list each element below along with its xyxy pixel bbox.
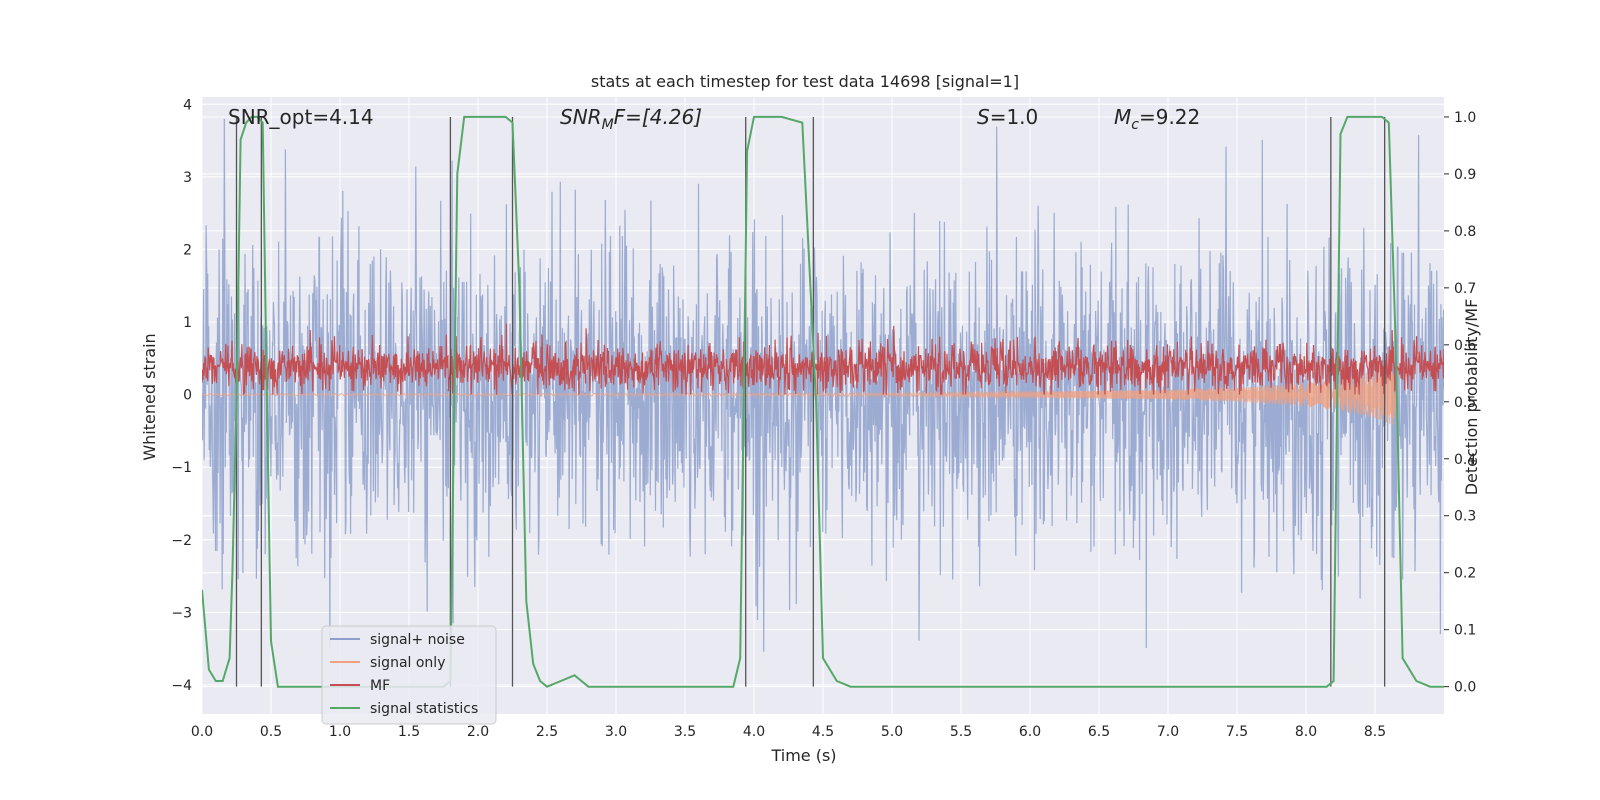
y2-tick-label: 0.5 xyxy=(1454,395,1476,411)
x-tick-label: 5.0 xyxy=(881,724,903,740)
x-axis-label: Time (s) xyxy=(770,746,836,765)
series-signal-only xyxy=(202,364,1397,425)
y2-axis: 1.0 0.9 0.8 0.7 0.6 0.5 0.4 0.3 0.2 0.1 0.0 xyxy=(1444,110,1476,696)
x-tick-label: 4.5 xyxy=(812,724,834,740)
y2-tick-label: 0.0 xyxy=(1454,680,1476,696)
x-tick-label: 7.5 xyxy=(1226,724,1248,740)
x-tick-label: 5.5 xyxy=(950,724,972,740)
x-tick-label: 6.5 xyxy=(1088,724,1110,740)
x-tick-label: 0.0 xyxy=(191,724,213,740)
legend-label-signal-noise: signal+ noise xyxy=(370,632,465,648)
series-mf xyxy=(202,323,1444,395)
y-tick-label: −1 xyxy=(171,460,192,476)
x-tick-label: 7.0 xyxy=(1157,724,1179,740)
x-tick-label: 8.5 xyxy=(1364,724,1386,740)
annotation-s-main: S xyxy=(977,105,990,129)
y-tick-label: 1 xyxy=(183,315,192,331)
y2-axis-label: Detection probability/MF xyxy=(1462,299,1481,496)
chart-title: stats at each timestep for test data 146… xyxy=(591,72,1019,91)
series-signal-statistics xyxy=(202,115,1444,688)
y-tick-label: 4 xyxy=(183,97,192,113)
x-tick-label: 4.0 xyxy=(743,724,765,740)
plot-content xyxy=(202,115,1444,688)
y-tick-label: −2 xyxy=(171,533,192,549)
legend: signal+ noise signal only MF signal stat… xyxy=(321,625,497,725)
x-tick-label: 8.0 xyxy=(1295,724,1317,740)
y2-tick-label: 1.0 xyxy=(1454,110,1476,126)
y-tick-label: −4 xyxy=(171,678,192,694)
y2-tick-label: 0.9 xyxy=(1454,167,1476,183)
y-tick-label: 0 xyxy=(183,388,192,404)
series-signal-noise xyxy=(202,118,1444,652)
legend-label-signal-statistics: signal statistics xyxy=(370,701,478,717)
x-tick-label: 1.0 xyxy=(329,724,351,740)
y2-tick-label: 0.8 xyxy=(1454,224,1476,240)
y2-tick-label: 0.4 xyxy=(1454,452,1476,468)
annotation-snr-mf-sub: M xyxy=(602,117,614,133)
x-tick-label: 2.5 xyxy=(536,724,558,740)
y2-tick-label: 0.7 xyxy=(1454,281,1476,297)
x-tick-label: 2.0 xyxy=(467,724,489,740)
x-tick-label: 1.5 xyxy=(398,724,420,740)
y-axis: 4 3 2 1 0 −1 −2 −3 −4 xyxy=(171,97,192,694)
annotation-snr-opt: SNR_opt=4.14 xyxy=(228,105,374,129)
y2-tick-label: 0.1 xyxy=(1454,623,1476,639)
annotation-s-tail: =1.0 xyxy=(990,105,1039,129)
annotation-mc-sub: c xyxy=(1131,117,1139,133)
annotation-mc-main: M xyxy=(1114,105,1131,129)
x-tick-label: 0.5 xyxy=(260,724,282,740)
y-tick-label: 2 xyxy=(183,242,192,258)
legend-label-mf: MF xyxy=(370,678,390,694)
x-tick-label: 3.0 xyxy=(605,724,627,740)
x-tick-label: 3.5 xyxy=(674,724,696,740)
annotation-snr-mf-main: SNR xyxy=(560,105,602,129)
annotation-s: S=1.0 xyxy=(977,105,1038,129)
y2-tick-label: 0.6 xyxy=(1454,338,1476,354)
annotation-snr-mf: SNRMF=[4.26] xyxy=(560,105,702,133)
annotation-snr-mf-tail: F=[4.26] xyxy=(614,105,702,129)
legend-label-signal-only: signal only xyxy=(370,655,445,671)
y2-tick-label: 0.3 xyxy=(1454,509,1476,525)
x-axis: 0.0 0.5 1.0 1.5 2.0 2.5 3.0 3.5 4.0 4.5 5.0 5.5 6.0 6… xyxy=(191,724,1386,740)
x-tick-label: 6.0 xyxy=(1019,724,1041,740)
y-axis-label: Whitened strain xyxy=(140,333,159,460)
y2-tick-label: 0.2 xyxy=(1454,566,1476,582)
legend-box xyxy=(321,625,497,725)
annotation-mc-tail: =9.22 xyxy=(1139,105,1200,129)
y-tick-label: 3 xyxy=(183,170,192,186)
annotation-mc: Mc=9.22 xyxy=(1114,105,1200,133)
y-tick-label: −3 xyxy=(171,605,192,621)
